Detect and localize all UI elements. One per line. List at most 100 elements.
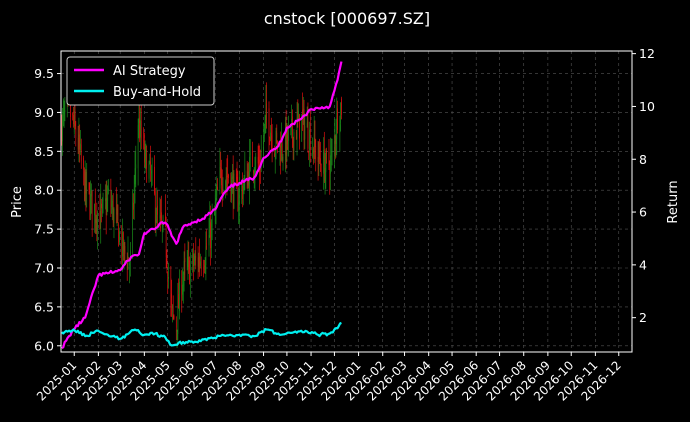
candle-body <box>319 150 320 160</box>
candle-body <box>181 284 183 298</box>
candle-body <box>89 194 91 216</box>
candle-body <box>138 117 140 123</box>
candle-body <box>299 114 300 139</box>
candle-body <box>285 126 286 161</box>
candle-body <box>228 174 229 179</box>
candle-body <box>204 265 205 268</box>
right-tick-label: 10 <box>639 99 655 114</box>
candle-body <box>72 113 74 116</box>
candle-body <box>117 205 119 221</box>
candle-body <box>236 177 238 187</box>
candle-body <box>62 114 63 142</box>
candle-body <box>232 173 234 205</box>
candle-body <box>281 143 283 157</box>
candle-body <box>241 184 243 187</box>
candle-body <box>184 258 186 262</box>
candle-body <box>173 315 175 319</box>
candle-body <box>102 199 104 202</box>
candle-body <box>160 216 162 217</box>
candle-body <box>199 255 200 265</box>
right-axis: 2 4 6 8 10 12 <box>632 46 655 325</box>
candle-body <box>292 116 293 138</box>
candle-body <box>70 101 71 117</box>
candle-body <box>118 224 119 247</box>
candle-body <box>61 120 63 142</box>
candle-body <box>239 188 240 206</box>
candle-body <box>105 200 107 216</box>
candle-body <box>219 166 221 189</box>
candle-body <box>161 212 162 222</box>
candle-body <box>85 171 87 194</box>
candle-body <box>133 187 135 208</box>
candle-body <box>242 185 243 200</box>
candle-body <box>203 267 204 269</box>
candle-body <box>188 257 190 258</box>
candle-body <box>88 182 90 190</box>
candle-body <box>133 202 134 210</box>
candle-body <box>129 262 130 266</box>
candle-body <box>182 284 183 295</box>
candle-body <box>200 265 202 269</box>
candle-body <box>258 159 260 165</box>
candle-body <box>266 100 267 111</box>
right-tick-label: 12 <box>639 46 655 61</box>
candle-body <box>331 151 332 157</box>
candle-body <box>165 225 167 258</box>
candle-body <box>75 128 77 139</box>
left-axis-label: Price <box>10 186 25 218</box>
candle-body <box>339 124 341 133</box>
candle-body <box>209 220 211 238</box>
candle-body <box>204 265 206 271</box>
candle-body <box>95 199 96 221</box>
candle-body <box>198 256 200 270</box>
candle-body <box>195 255 197 259</box>
candle-body <box>314 137 316 148</box>
candle-body <box>176 329 178 332</box>
candle-body <box>91 190 93 220</box>
candle-body <box>264 115 266 124</box>
left-tick-label: 6.5 <box>34 299 54 314</box>
candle-body <box>140 120 141 138</box>
candle-body <box>252 150 253 167</box>
candle-body <box>308 151 310 152</box>
candle-body <box>330 155 331 174</box>
candle-body <box>334 135 335 155</box>
candle-body <box>254 170 256 177</box>
candle-body <box>313 148 314 154</box>
candle-body <box>205 246 207 265</box>
right-tick-label: 4 <box>639 257 647 272</box>
candle-body <box>145 149 147 151</box>
candle-body <box>111 205 112 207</box>
candle-body <box>97 212 98 232</box>
candle-body <box>249 156 250 191</box>
candle-body <box>130 250 131 260</box>
candle-body <box>263 137 264 153</box>
candle-body <box>95 218 97 224</box>
candle-body <box>216 187 218 197</box>
candle-body <box>285 122 287 156</box>
right-axis-label: Return <box>666 180 681 223</box>
candle-body <box>186 263 188 265</box>
candle-body <box>167 273 169 282</box>
candle-body <box>295 131 297 140</box>
candle-body <box>328 151 330 165</box>
candle-body <box>171 293 172 306</box>
candle-body <box>84 170 85 200</box>
candle-body <box>329 168 331 177</box>
candle-body <box>144 144 145 163</box>
candle-body <box>324 148 325 181</box>
candle-body <box>107 195 109 202</box>
candle-body <box>112 200 113 210</box>
candle-body <box>286 125 288 154</box>
candle-body <box>334 137 336 143</box>
candle-body <box>159 215 161 219</box>
candle-body <box>63 107 65 115</box>
candle-body <box>211 219 213 227</box>
candle-body <box>323 149 324 174</box>
candle-body <box>172 306 174 313</box>
candle-body <box>194 255 196 261</box>
legend-label-ai-strategy: AI Strategy <box>113 64 186 79</box>
candle-body <box>232 176 233 180</box>
candle-body <box>324 167 326 182</box>
candle-body <box>341 98 342 115</box>
